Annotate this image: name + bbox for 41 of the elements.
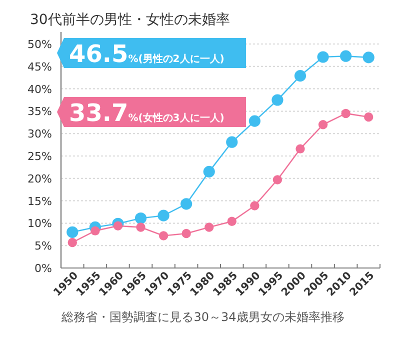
y-tick-label: 0% xyxy=(34,262,52,275)
chart-title: 30代前半の男性・女性の未婚率 xyxy=(30,12,230,28)
y-tick-label: 15% xyxy=(28,194,52,208)
annotation: 46.5%(男性の2人に一人) xyxy=(69,40,224,68)
point xyxy=(66,226,78,238)
point xyxy=(227,216,236,226)
y-tick-label: 25% xyxy=(28,150,52,163)
point xyxy=(158,231,168,240)
point xyxy=(362,52,374,64)
point xyxy=(294,70,306,82)
point xyxy=(340,50,352,62)
point xyxy=(296,144,305,154)
point xyxy=(341,108,350,118)
point xyxy=(318,120,328,130)
point xyxy=(250,201,260,210)
point xyxy=(136,222,146,232)
point xyxy=(134,212,147,224)
point xyxy=(68,238,77,248)
y-tick-label: 35% xyxy=(28,105,52,118)
point xyxy=(272,94,284,106)
point xyxy=(248,115,260,127)
y-tick-label: 10% xyxy=(28,217,52,230)
point xyxy=(113,221,123,230)
text: 総務省・国勢調査に見る30～34歳男女の未婚率推移 xyxy=(60,310,344,324)
point xyxy=(158,210,170,222)
point xyxy=(226,136,238,148)
y-tick-label: 5% xyxy=(34,240,52,253)
point xyxy=(272,175,282,184)
y-tick-label: 45% xyxy=(28,60,52,74)
point xyxy=(182,228,191,238)
point xyxy=(204,222,214,232)
point xyxy=(203,166,215,178)
y-tick-label: 50% xyxy=(28,38,52,51)
y-tick-label: 30% xyxy=(28,128,52,141)
point xyxy=(180,198,192,210)
point xyxy=(90,226,100,236)
annotation: 33.7%(女性の3人に一人) xyxy=(69,99,224,127)
y-tick-label: 20% xyxy=(28,172,52,186)
point xyxy=(317,51,329,63)
point xyxy=(364,112,374,122)
y-tick-label: 40% xyxy=(28,82,52,96)
